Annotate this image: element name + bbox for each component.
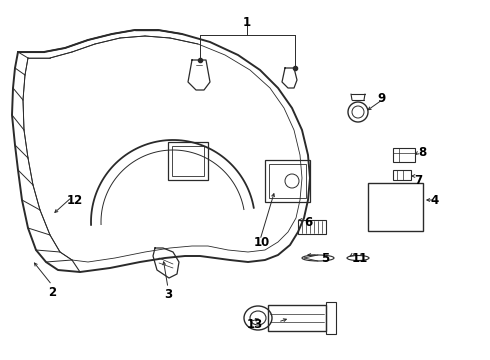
Text: 2: 2 xyxy=(48,285,56,298)
Bar xyxy=(265,160,310,202)
Text: 8: 8 xyxy=(418,145,426,158)
Text: 10: 10 xyxy=(254,235,270,248)
Text: 11: 11 xyxy=(352,252,368,265)
Text: 13: 13 xyxy=(247,319,263,332)
Bar xyxy=(268,305,326,331)
Bar xyxy=(368,183,423,231)
Bar xyxy=(168,142,208,180)
Text: 5: 5 xyxy=(321,252,329,265)
Bar xyxy=(393,148,415,162)
Bar xyxy=(172,146,204,176)
Bar xyxy=(393,170,411,180)
Text: 3: 3 xyxy=(164,288,172,302)
Text: 12: 12 xyxy=(67,194,83,207)
Text: 4: 4 xyxy=(431,194,439,207)
Bar xyxy=(298,220,326,234)
Text: 6: 6 xyxy=(304,216,312,229)
Bar xyxy=(326,302,336,334)
Text: 7: 7 xyxy=(414,174,422,186)
Text: 1: 1 xyxy=(243,15,251,28)
Bar xyxy=(269,164,306,198)
Text: 9: 9 xyxy=(378,91,386,104)
